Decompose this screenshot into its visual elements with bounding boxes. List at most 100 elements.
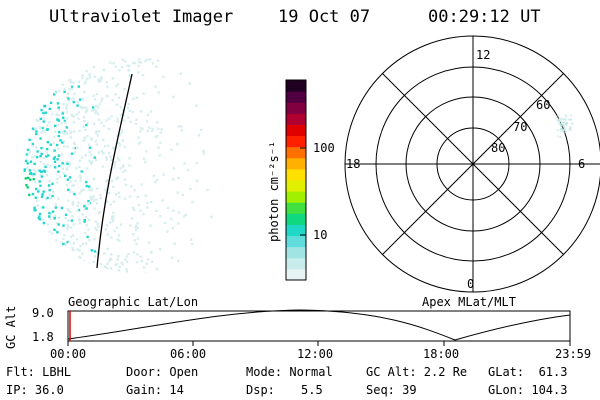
aurora-pixel <box>42 169 45 172</box>
polar-aurora-pixel <box>560 125 563 128</box>
aurora-pixel <box>110 115 113 118</box>
aurora-pixel <box>93 238 96 241</box>
aurora-pixel <box>40 146 43 150</box>
aurora-pixel <box>111 147 115 150</box>
aurora-pixel <box>48 211 51 215</box>
aurora-pixel <box>115 85 118 88</box>
aurora-pixel <box>39 184 42 187</box>
aurora-pixel <box>82 125 85 128</box>
aurora-pixel <box>120 131 123 135</box>
aurora-pixel <box>100 121 103 124</box>
aurora-pixel <box>82 188 85 191</box>
aurora-pixel <box>81 213 84 216</box>
aurora-pixel <box>97 112 100 116</box>
aurora-pixel <box>124 258 127 261</box>
aurora-pixel <box>118 195 121 199</box>
aurora-pixel <box>117 254 120 258</box>
aurora-pixel <box>63 174 67 178</box>
aurora-pixel <box>129 224 132 227</box>
aurora-pixel <box>92 109 95 112</box>
aurora-pixel <box>63 90 66 93</box>
aurora-pixel <box>93 207 96 210</box>
polar-aurora-pixel <box>562 117 564 120</box>
aurora-pixel <box>26 162 29 165</box>
aurora-pixel <box>62 237 65 241</box>
aurora-pixel <box>97 130 101 133</box>
aurora-pixel <box>72 249 75 252</box>
polar-aurora-pixel <box>563 128 566 131</box>
aurora-pixel <box>96 134 100 137</box>
aurora-pixel <box>78 192 81 195</box>
aurora-pixel <box>76 248 79 251</box>
aurora-pixel <box>99 193 102 197</box>
aurora-pixel <box>109 158 113 161</box>
aurora-pixel <box>47 142 50 145</box>
aurora-pixel <box>95 130 98 133</box>
aurora-pixel <box>123 178 127 181</box>
aurora-pixel <box>80 156 84 159</box>
aurora-pixel <box>82 116 86 119</box>
aurora-pixel <box>57 106 60 109</box>
aurora-pixel <box>69 226 73 229</box>
aurora-pixel <box>24 177 27 180</box>
aurora-pixel <box>33 206 36 209</box>
aurora-pixel <box>117 234 120 237</box>
timeline-axis-title: GC Alt <box>4 305 18 349</box>
aurora-pixel <box>118 159 121 162</box>
aurora-pixel <box>141 127 144 131</box>
aurora-pixel <box>55 113 58 116</box>
aurora-pixel <box>103 265 106 269</box>
colorbar <box>285 79 307 281</box>
aurora-pixel <box>42 120 45 123</box>
aurora-pixel <box>93 98 97 101</box>
aurora-pixel <box>105 158 108 161</box>
aurora-pixel <box>72 121 76 124</box>
aurora-pixel <box>85 180 88 184</box>
polar-label-mlt-12: 12 <box>476 48 491 62</box>
aurora-pixel <box>72 152 75 156</box>
aurora-pixel <box>70 87 74 90</box>
aurora-pixel <box>155 267 158 271</box>
aurora-pixel <box>104 228 107 231</box>
aurora-pixel <box>95 92 99 96</box>
aurora-pixel <box>42 117 45 120</box>
aurora-pixel <box>94 158 98 162</box>
aurora-pixel <box>156 121 159 124</box>
aurora-pixel <box>78 130 81 133</box>
aurora-pixel <box>78 174 82 177</box>
aurora-pixel <box>73 92 76 96</box>
aurora-pixel <box>64 121 67 124</box>
aurora-pixel <box>108 259 111 263</box>
aurora-pixel <box>80 170 83 173</box>
aurora-pixel <box>176 142 179 146</box>
aurora-pixel <box>93 156 96 159</box>
polar-aurora-pixel <box>558 120 561 122</box>
aurora-pixel <box>90 162 93 165</box>
aurora-pixel <box>63 234 66 237</box>
aurora-pixel <box>38 188 41 191</box>
aurora-pixel <box>54 206 58 209</box>
aurora-pixel <box>110 253 113 256</box>
aurora-pixel <box>85 184 88 188</box>
aurora-pixel <box>73 193 76 196</box>
aurora-pixel <box>171 226 175 230</box>
polar-aurora-pixel <box>561 130 564 133</box>
polar-aurora-pixel <box>558 118 561 121</box>
aurora-pixel <box>26 186 29 189</box>
aurora-pixel <box>181 193 184 197</box>
aurora-pixel <box>122 113 125 117</box>
aurora-pixel <box>135 242 138 246</box>
colorbar-cell <box>286 213 306 225</box>
aurora-pixel <box>78 255 81 259</box>
aurora-pixel <box>58 130 61 134</box>
aurora-pixel <box>126 260 129 263</box>
aurora-pixel <box>71 114 74 118</box>
aurora-pixel <box>48 180 51 183</box>
aurora-pixel <box>53 93 56 96</box>
aurora-pixel <box>53 160 57 163</box>
aurora-pixel <box>130 185 133 188</box>
aurora-pixel <box>90 109 94 112</box>
aurora-pixel <box>36 199 39 202</box>
aurora-pixel <box>137 142 141 145</box>
aurora-pixel <box>154 135 157 139</box>
